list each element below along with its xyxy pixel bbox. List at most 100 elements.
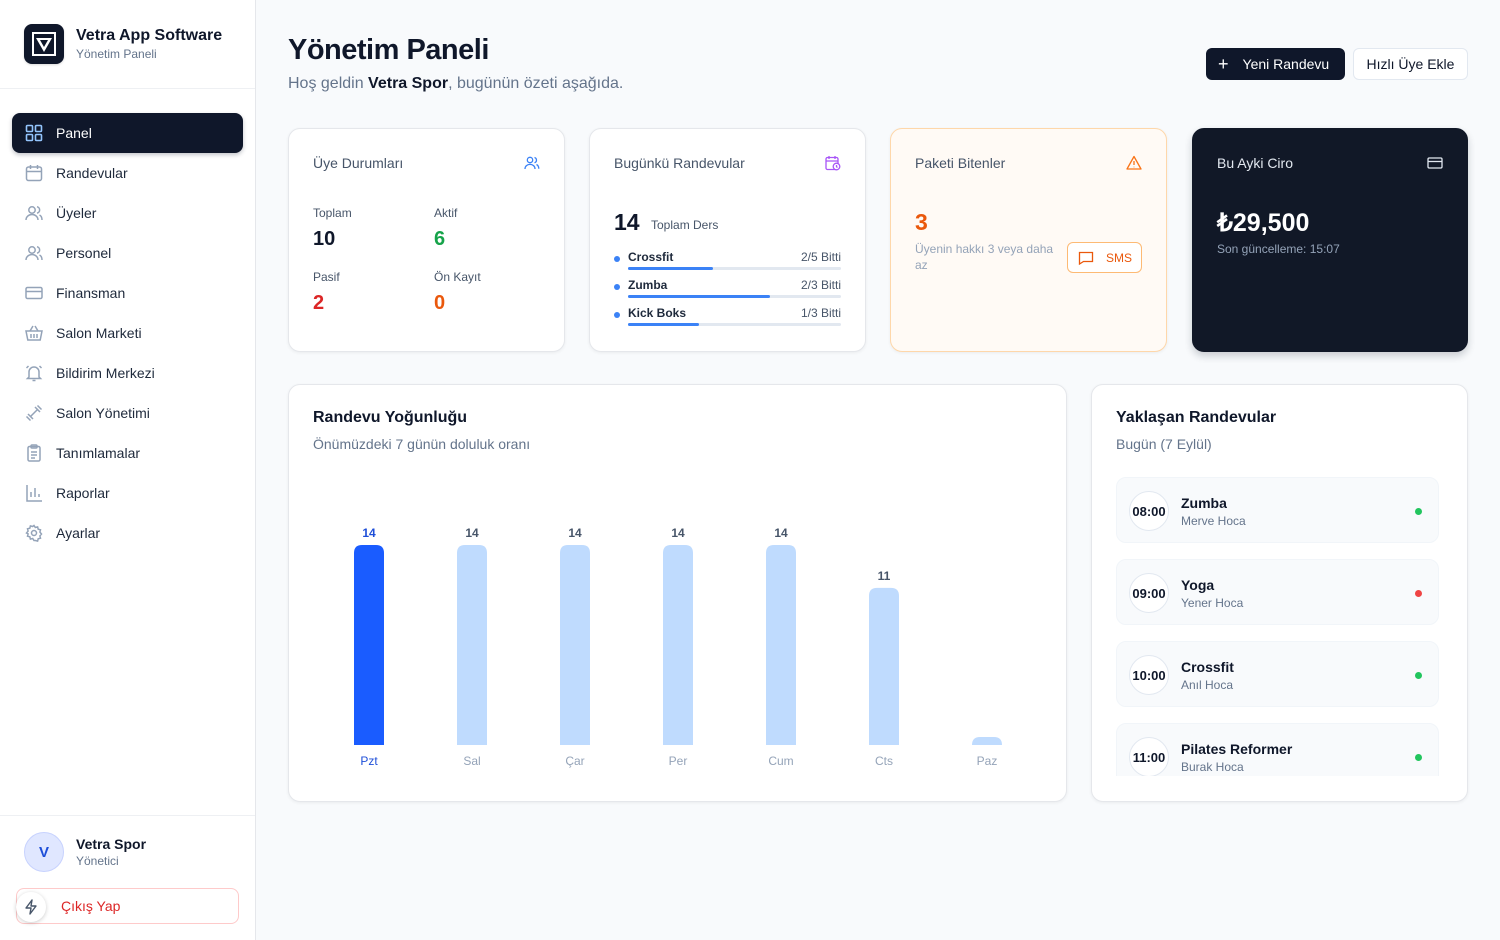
brand-header: Vetra App Software Yönetim Paneli xyxy=(0,0,255,89)
today-appointments-card[interactable]: Bugünkü Randevular 14 Toplam Ders Crossf… xyxy=(589,128,866,352)
sidebar-item-uyeler[interactable]: Üyeler xyxy=(12,193,243,233)
sidebar-item-salon-marketi[interactable]: Salon Marketi xyxy=(12,313,243,353)
user-role: Yönetici xyxy=(76,854,119,868)
page-greeting: Hoş geldin Vetra Spor, bugünün özeti aşa… xyxy=(288,75,624,92)
sidebar-item-panel[interactable]: Panel xyxy=(12,113,243,153)
sidebar-item-label: Salon Marketi xyxy=(56,325,142,341)
logout-button[interactable]: Çıkış Yap xyxy=(16,888,239,924)
expired-packages-title: Paketi Bitenler xyxy=(915,155,1006,171)
bar-chart-icon xyxy=(24,483,44,503)
sidebar-item-finansman[interactable]: Finansman xyxy=(12,273,243,313)
density-subtitle: Önümüzdeki 7 günün doluluk oranı xyxy=(313,436,531,452)
message-icon xyxy=(1078,251,1094,265)
sidebar-item-personel[interactable]: Personel xyxy=(12,233,243,273)
lesson-progress-fill xyxy=(628,323,699,326)
appointment-trainer: Burak Hoca xyxy=(1181,760,1244,774)
active-value: 6 xyxy=(434,228,446,250)
lesson-status: 1/3 Bitti xyxy=(800,306,841,320)
lesson-name: Kick Boks xyxy=(628,306,687,320)
lesson-row[interactable]: Kick Boks 1/3 Bitti xyxy=(614,306,841,334)
appointment-item[interactable]: 11:00 Pilates Reformer Burak Hoca xyxy=(1116,723,1439,776)
user-profile-box: V Vetra Spor Yönetici Çıkış Yap xyxy=(0,815,255,940)
total-value: 10 xyxy=(313,228,336,250)
new-appointment-label: Yeni Randevu xyxy=(1242,56,1330,72)
quick-add-member-label: Hızlı Üye Ekle xyxy=(1366,56,1455,72)
bar-Cts[interactable] xyxy=(869,587,899,745)
vetra-logo-icon[interactable] xyxy=(24,24,64,64)
bar-Sal[interactable] xyxy=(457,545,487,745)
expired-count: 3 xyxy=(915,209,928,235)
appointment-item[interactable]: 09:00 Yoga Yener Hoca xyxy=(1116,559,1439,625)
grid-icon xyxy=(24,123,44,143)
appointment-density-card: Randevu Yoğunluğu Önümüzdeki 7 günün dol… xyxy=(288,384,1067,802)
status-dot xyxy=(1415,590,1422,597)
new-appointment-button[interactable]: + Yeni Randevu xyxy=(1206,48,1345,80)
sms-button[interactable]: SMS xyxy=(1067,242,1142,273)
appointment-time: 09:00 xyxy=(1129,573,1169,613)
appointment-item[interactable]: 08:00 Zumba Merve Hoca xyxy=(1116,477,1439,543)
staff-icon xyxy=(24,243,44,263)
sidebar: Vetra App Software Yönetim Paneli Panel … xyxy=(0,0,256,940)
sidebar-item-randevular[interactable]: Randevular xyxy=(12,153,243,193)
bar-value-label: 14 xyxy=(465,526,479,540)
expired-packages-card[interactable]: Paketi Bitenler 3 Üyenin hakkı 3 veya da… xyxy=(890,128,1167,352)
upcoming-appointments-card: Yaklaşan Randevular Bugün (7 Eylül) 08:0… xyxy=(1091,384,1468,802)
brand-title: Vetra App Software xyxy=(76,27,223,44)
today-count-label: Toplam Ders xyxy=(651,218,719,232)
status-dot xyxy=(1415,672,1422,679)
sidebar-item-salon-yonetimi[interactable]: Salon Yönetimi xyxy=(12,393,243,433)
member-status-card[interactable]: Üye Durumları Toplam 10 Aktif 6 Pasif 2 … xyxy=(288,128,565,352)
lesson-row[interactable]: Zumba 2/3 Bitti xyxy=(614,278,841,306)
upcoming-list[interactable]: 08:00 Zumba Merve Hoca 09:00 Yoga Yener … xyxy=(1092,477,1467,776)
sidebar-item-label: Üyeler xyxy=(56,205,97,221)
bar-Paz[interactable] xyxy=(972,737,1002,745)
revenue-updated: Son güncelleme: 15:07 xyxy=(1217,242,1340,256)
category-label: Pzt xyxy=(360,754,378,768)
calendar-icon xyxy=(24,163,44,183)
page-title: Yönetim Paneli xyxy=(288,34,489,66)
upcoming-title: Yaklaşan Randevular xyxy=(1116,409,1277,426)
avatar[interactable]: V xyxy=(24,832,64,872)
category-label: Cts xyxy=(875,754,893,768)
category-label: Cum xyxy=(768,754,793,768)
sms-label: SMS xyxy=(1106,250,1133,265)
bolt-icon[interactable] xyxy=(16,892,46,922)
category-label: Çar xyxy=(565,754,584,768)
bar-Çar[interactable] xyxy=(560,545,590,745)
appointment-name: Crossfit xyxy=(1181,659,1234,675)
bar-Per[interactable] xyxy=(663,545,693,745)
status-dot xyxy=(1415,754,1422,761)
lesson-dot xyxy=(614,312,620,318)
today-appointments-title: Bugünkü Randevular xyxy=(614,155,745,171)
lesson-status: 2/5 Bitti xyxy=(800,250,841,264)
total-label: Toplam xyxy=(313,206,352,220)
quick-add-member-button[interactable]: Hızlı Üye Ekle xyxy=(1353,48,1468,80)
lesson-row[interactable]: Crossfit 2/5 Bitti xyxy=(614,250,841,278)
clipboard-icon xyxy=(24,443,44,463)
passive-label: Pasif xyxy=(313,270,340,284)
sidebar-item-label: Salon Yönetimi xyxy=(56,405,150,421)
sidebar-item-label: Finansman xyxy=(56,285,126,301)
bar-Cum[interactable] xyxy=(766,545,796,745)
sidebar-item-label: Raporlar xyxy=(56,485,110,501)
monthly-revenue-card[interactable]: Bu Ayki Ciro ₺29,500 Son güncelleme: 15:… xyxy=(1192,128,1468,352)
lesson-progress-fill xyxy=(628,267,714,270)
appointment-item[interactable]: 10:00 Crossfit Anıl Hoca xyxy=(1116,641,1439,707)
sidebar-item-ayarlar[interactable]: Ayarlar xyxy=(12,513,243,553)
bar-Pzt[interactable] xyxy=(354,545,384,745)
category-label: Paz xyxy=(977,754,998,768)
brand-subtitle: Yönetim Paneli xyxy=(76,47,157,61)
sidebar-item-raporlar[interactable]: Raporlar xyxy=(12,473,243,513)
monthly-revenue-value: ₺29,500 xyxy=(1217,209,1310,237)
category-label: Per xyxy=(669,754,688,768)
passive-value: 2 xyxy=(313,292,325,314)
bar-value-label: 14 xyxy=(774,526,788,540)
category-label: Sal xyxy=(463,754,480,768)
appointment-time: 11:00 xyxy=(1129,737,1169,776)
sidebar-item-tanimlamalar[interactable]: Tanımlamalar xyxy=(12,433,243,473)
basket-icon xyxy=(24,323,44,343)
gear-icon xyxy=(24,523,44,543)
sidebar-item-bildirim-merkezi[interactable]: Bildirim Merkezi xyxy=(12,353,243,393)
sidebar-item-label: Ayarlar xyxy=(56,525,101,541)
lesson-name: Crossfit xyxy=(628,250,674,264)
